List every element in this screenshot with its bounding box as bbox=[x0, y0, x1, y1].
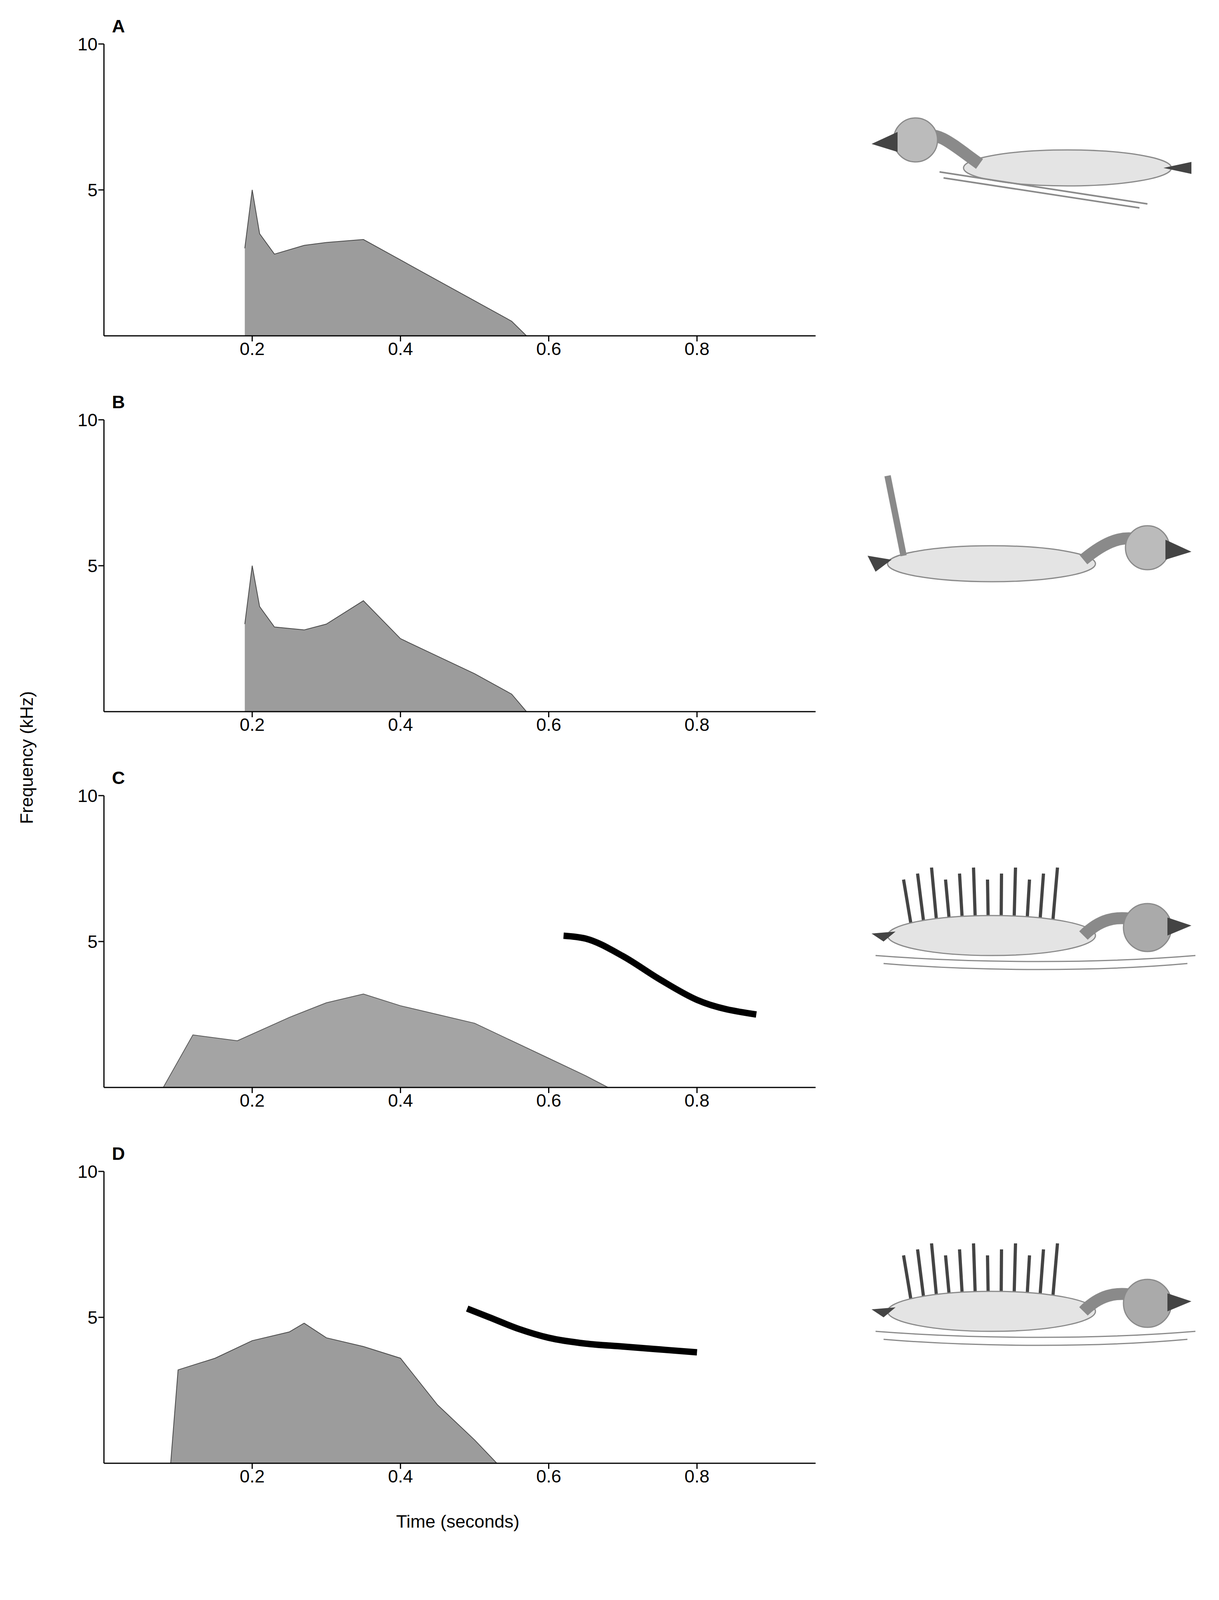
svg-text:0.4: 0.4 bbox=[387, 714, 413, 735]
svg-text:0.8: 0.8 bbox=[684, 1466, 710, 1487]
svg-text:10: 10 bbox=[77, 785, 98, 807]
svg-text:0.2: 0.2 bbox=[239, 714, 266, 735]
svg-text:0.8: 0.8 bbox=[684, 338, 710, 360]
svg-text:0.2: 0.2 bbox=[239, 338, 266, 360]
html-text:D: D bbox=[111, 1143, 125, 1164]
svg-text:5: 5 bbox=[87, 1307, 98, 1328]
svg-text:10: 10 bbox=[77, 1161, 98, 1182]
html-text:Time (seconds): Time (seconds) bbox=[396, 1511, 520, 1532]
svg-text:0.6: 0.6 bbox=[536, 714, 562, 735]
svg-text:0.4: 0.4 bbox=[387, 338, 413, 360]
svg-text:10: 10 bbox=[77, 33, 98, 55]
svg-text:0.4: 0.4 bbox=[387, 1466, 413, 1487]
svg-text:5: 5 bbox=[87, 555, 98, 577]
svg-text:10: 10 bbox=[77, 409, 98, 431]
svg-text:0.4: 0.4 bbox=[387, 1090, 413, 1111]
svg-text:0.6: 0.6 bbox=[536, 338, 562, 360]
svg-text:0.8: 0.8 bbox=[684, 714, 710, 735]
svg-text:5: 5 bbox=[87, 179, 98, 201]
html-text:B: B bbox=[111, 391, 125, 413]
svg-text:0.2: 0.2 bbox=[239, 1466, 266, 1487]
svg-text:5: 5 bbox=[87, 931, 98, 952]
svg-text:0.2: 0.2 bbox=[239, 1090, 266, 1111]
html-text:A: A bbox=[111, 15, 125, 37]
html-text:C: C bbox=[111, 767, 125, 789]
svg-text:0.6: 0.6 bbox=[536, 1466, 562, 1487]
svg-text:0.6: 0.6 bbox=[536, 1090, 562, 1111]
svg-text:Frequency (kHz): Frequency (kHz) bbox=[16, 691, 37, 825]
svg-text:0.8: 0.8 bbox=[684, 1090, 710, 1111]
